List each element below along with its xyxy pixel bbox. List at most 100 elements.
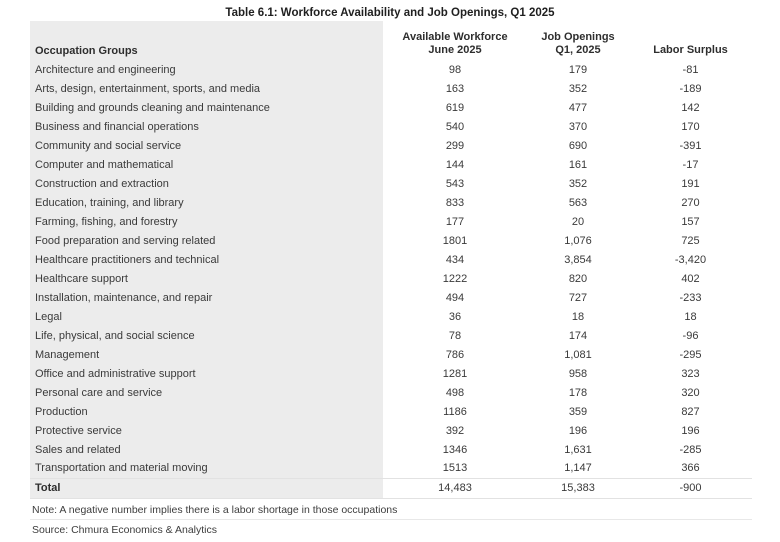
total-openings-cell: 15,383 <box>527 477 629 499</box>
openings-cell: 352 <box>568 177 588 190</box>
workforce-cell: 78 <box>448 329 462 342</box>
occupation-cell: Production <box>30 402 383 421</box>
table-row: Transportation and material moving 1513 … <box>30 459 752 478</box>
workforce-cell: 163 <box>445 82 465 95</box>
surplus-cell: 191 <box>681 177 700 190</box>
header-job-openings: Job Openings Q1, 2025 <box>527 21 629 60</box>
surplus-cell: -81 <box>682 63 699 76</box>
total-row: Total 14,483 15,383 -900 <box>30 477 752 499</box>
workforce-cell: 786 <box>445 348 465 361</box>
workforce-cell: 540 <box>445 120 465 133</box>
occupation-cell: Management <box>30 345 383 364</box>
openings-cell: 1,631 <box>564 443 592 456</box>
workforce-cell: 144 <box>445 158 465 171</box>
table-row: Healthcare practitioners and technical 4… <box>30 250 752 269</box>
workforce-cell: 494 <box>445 291 465 304</box>
openings-cell: 359 <box>568 405 588 418</box>
surplus-cell: -233 <box>679 291 702 304</box>
workforce-cell: 1346 <box>442 443 468 456</box>
table-row: Management 786 1,081 -295 <box>30 345 752 364</box>
table-row: Arts, design, entertainment, sports, and… <box>30 79 752 98</box>
surplus-cell: -17 <box>682 158 699 171</box>
openings-cell: 18 <box>571 310 585 323</box>
openings-cell: 563 <box>568 196 588 209</box>
surplus-cell: -391 <box>679 139 702 152</box>
divider-line <box>30 519 752 520</box>
table-title: Table 6.1: Workforce Availability and Jo… <box>225 7 555 19</box>
workforce-cell: 833 <box>445 196 465 209</box>
occupation-cell: Business and financial operations <box>30 117 383 136</box>
table-row: Building and grounds cleaning and mainte… <box>30 98 752 117</box>
table-row: Farming, fishing, and forestry 177 20 15… <box>30 212 752 231</box>
occupation-cell: Office and administrative support <box>30 364 383 383</box>
openings-cell: 820 <box>568 272 588 285</box>
source-text: Source: Chmura Economics & Analytics <box>32 524 217 536</box>
table-row: Architecture and engineering 98 179 -81 <box>30 60 752 79</box>
occupation-cell: Life, physical, and social science <box>30 326 383 345</box>
total-surplus-cell: -900 <box>629 477 752 499</box>
occupation-cell: Computer and mathematical <box>30 155 383 174</box>
openings-cell: 179 <box>568 63 588 76</box>
table-row: Construction and extraction 543 352 191 <box>30 174 752 193</box>
workforce-cell: 543 <box>445 177 465 190</box>
header-available-workforce-line2: June 2025 <box>428 44 482 56</box>
surplus-cell: 142 <box>681 101 700 114</box>
workforce-cell: 392 <box>445 424 465 437</box>
table-row: Installation, maintenance, and repair 49… <box>30 288 752 307</box>
workforce-cell: 498 <box>445 386 465 399</box>
total-label-cell: Total <box>30 477 383 499</box>
workforce-cell: 434 <box>445 253 465 266</box>
openings-cell: 178 <box>568 386 588 399</box>
surplus-cell: 18 <box>684 310 697 323</box>
openings-cell: 3,854 <box>564 253 592 266</box>
header-labor-surplus: Labor Surplus <box>653 44 728 56</box>
occupation-cell: Installation, maintenance, and repair <box>30 288 383 307</box>
occupation-cell: Construction and extraction <box>30 174 383 193</box>
openings-cell: 196 <box>568 424 588 437</box>
surplus-cell: -189 <box>679 82 702 95</box>
occupation-cell: Transportation and material moving <box>30 459 383 478</box>
openings-cell: 1,147 <box>564 462 592 475</box>
occupation-cell: Architecture and engineering <box>30 60 383 79</box>
surplus-cell: 366 <box>681 462 700 475</box>
table-row: Office and administrative support 1281 9… <box>30 364 752 383</box>
occupation-cell: Protective service <box>30 421 383 440</box>
table-body: Architecture and engineering 98 179 -81 … <box>30 60 752 478</box>
occupation-cell: Building and grounds cleaning and mainte… <box>30 98 383 117</box>
total-workforce-cell: 14,483 <box>383 477 527 499</box>
table-row: Life, physical, and social science 78 17… <box>30 326 752 345</box>
table-row: Personal care and service 498 178 320 <box>30 383 752 402</box>
surplus-cell: -285 <box>679 443 702 456</box>
table-row: Community and social service 299 690 -39… <box>30 136 752 155</box>
table-row: Education, training, and library 833 563… <box>30 193 752 212</box>
note-text: Note: A negative number implies there is… <box>32 504 398 516</box>
occupation-cell: Arts, design, entertainment, sports, and… <box>30 79 383 98</box>
workforce-cell: 299 <box>445 139 465 152</box>
workforce-cell: 1281 <box>442 367 468 380</box>
surplus-cell: 196 <box>681 424 700 437</box>
table-row: Legal 36 18 18 <box>30 307 752 326</box>
workforce-cell: 1801 <box>442 234 468 247</box>
workforce-cell: 619 <box>445 101 465 114</box>
table-row: Sales and related 1346 1,631 -285 <box>30 440 752 459</box>
surplus-cell: 402 <box>681 272 700 285</box>
table-row: Protective service 392 196 196 <box>30 421 752 440</box>
header-available-workforce: Available Workforce June 2025 <box>383 21 527 60</box>
header-occupation-groups: Occupation Groups <box>30 21 383 60</box>
workforce-cell: 98 <box>448 63 462 76</box>
table-row: Production 1186 359 827 <box>30 402 752 421</box>
table-row: Computer and mathematical 144 161 -17 <box>30 155 752 174</box>
occupation-cell: Legal <box>30 307 383 326</box>
openings-cell: 174 <box>568 329 588 342</box>
openings-cell: 958 <box>568 367 588 380</box>
workforce-cell: 1186 <box>443 405 467 418</box>
surplus-cell: -295 <box>679 348 702 361</box>
openings-cell: 727 <box>568 291 588 304</box>
surplus-cell: 827 <box>681 405 700 418</box>
table-row: Food preparation and serving related 180… <box>30 231 752 250</box>
workforce-table: Occupation Groups Available Workforce Ju… <box>30 21 752 499</box>
openings-cell: 161 <box>568 158 588 171</box>
occupation-cell: Farming, fishing, and forestry <box>30 212 383 231</box>
occupation-cell: Healthcare practitioners and technical <box>30 250 383 269</box>
